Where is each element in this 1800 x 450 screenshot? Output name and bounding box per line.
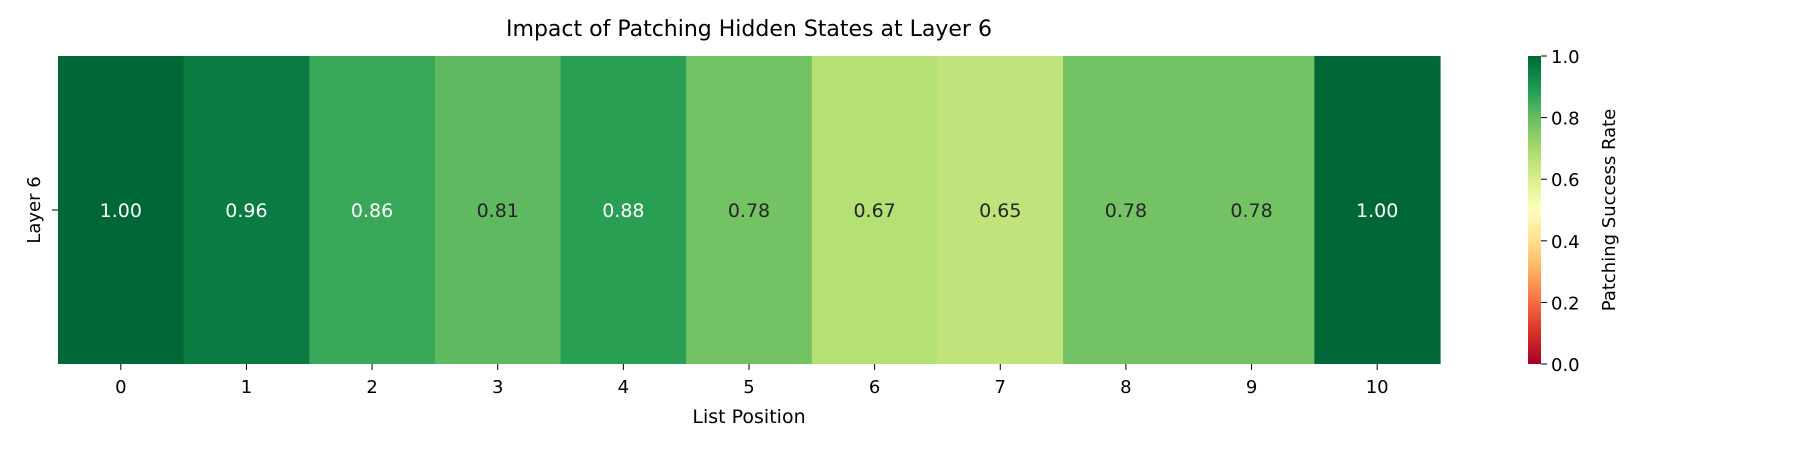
cell-annotation: 0.78 <box>728 200 770 222</box>
x-tick-label: 5 <box>743 377 754 398</box>
heatmap-cell <box>560 56 687 364</box>
cell-annotation: 0.81 <box>477 200 519 222</box>
colorbar-gradient <box>1528 56 1541 364</box>
colorbar-label: Patching Success Rate <box>1599 109 1620 311</box>
x-tick-label: 8 <box>1120 377 1131 398</box>
cell-annotations: 1.00 0.96 0.86 0.81 0.88 0.78 0.67 0.65 0.78 0.78… <box>100 200 1399 222</box>
x-axis-label: List Position <box>692 406 805 428</box>
cell-annotation: 1.00 <box>100 200 142 222</box>
heatmap-cell <box>434 56 562 364</box>
heatmap-cell <box>1063 56 1190 364</box>
colorbar-tick-label: 0.0 <box>1551 355 1580 376</box>
heatmap-cell <box>811 56 939 364</box>
colorbar-ticks: 0.0 0.2 0.4 0.6 0.8 1.0 <box>1541 47 1580 376</box>
x-tick-label: 4 <box>618 377 629 398</box>
heatmap-cells <box>58 56 1441 364</box>
heatmap-cell <box>1314 56 1441 364</box>
y-tick-label: Layer 6 <box>24 176 45 243</box>
x-tick-label: 0 <box>115 377 126 398</box>
heatmap-cell <box>183 56 310 364</box>
heatmap-cell <box>58 56 185 364</box>
cell-annotation: 0.78 <box>1105 200 1147 222</box>
x-tick-label: 1 <box>241 377 252 398</box>
cell-annotation: 0.78 <box>1230 200 1272 222</box>
cell-annotation: 1.00 <box>1356 200 1398 222</box>
x-tick-label: 9 <box>1246 377 1257 398</box>
heatmap-cell <box>309 56 436 364</box>
x-tick-label: 6 <box>869 377 880 398</box>
cell-annotation: 0.86 <box>351 200 393 222</box>
heatmap-cell <box>1188 56 1315 364</box>
colorbar: 0.0 0.2 0.4 0.6 0.8 1.0 Patching Success Rate <box>1528 47 1620 376</box>
colorbar-tick-label: 0.2 <box>1551 293 1580 314</box>
cell-annotation: 0.88 <box>602 200 644 222</box>
x-tick-label: 3 <box>492 377 503 398</box>
x-tick-label: 10 <box>1366 377 1389 398</box>
y-axis: Layer 6 <box>24 176 58 244</box>
chart-title: Impact of Patching Hidden States at Laye… <box>506 17 992 42</box>
heatmap-cell <box>937 56 1064 364</box>
cell-annotation: 0.96 <box>225 200 267 222</box>
x-tick-label: 7 <box>995 377 1006 398</box>
colorbar-tick-label: 0.4 <box>1551 232 1580 253</box>
cell-annotation: 0.67 <box>853 200 895 222</box>
x-tick-label: 2 <box>366 377 377 398</box>
colorbar-tick-label: 1.0 <box>1551 47 1580 68</box>
cell-annotation: 0.65 <box>979 200 1021 222</box>
heatmap-cell <box>686 56 813 364</box>
colorbar-tick-label: 0.8 <box>1551 109 1580 130</box>
x-axis: 0 1 2 3 4 5 6 7 8 9 10 <box>115 364 1389 398</box>
colorbar-tick-label: 0.6 <box>1551 170 1580 191</box>
